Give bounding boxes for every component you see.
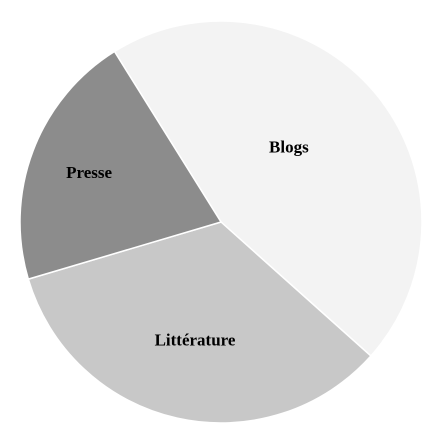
pie-slice-litterature — [27, 221, 372, 424]
labels-layer: Blogs Littérature Presse — [66, 138, 309, 350]
pie-slice-presse — [19, 50, 223, 281]
slice-label-blogs: Blogs — [269, 138, 309, 157]
pie-slice-blogs — [113, 20, 423, 358]
slices-layer — [19, 20, 423, 424]
slice-label-presse: Presse — [66, 163, 112, 182]
slice-label-litterature: Littérature — [155, 331, 236, 350]
